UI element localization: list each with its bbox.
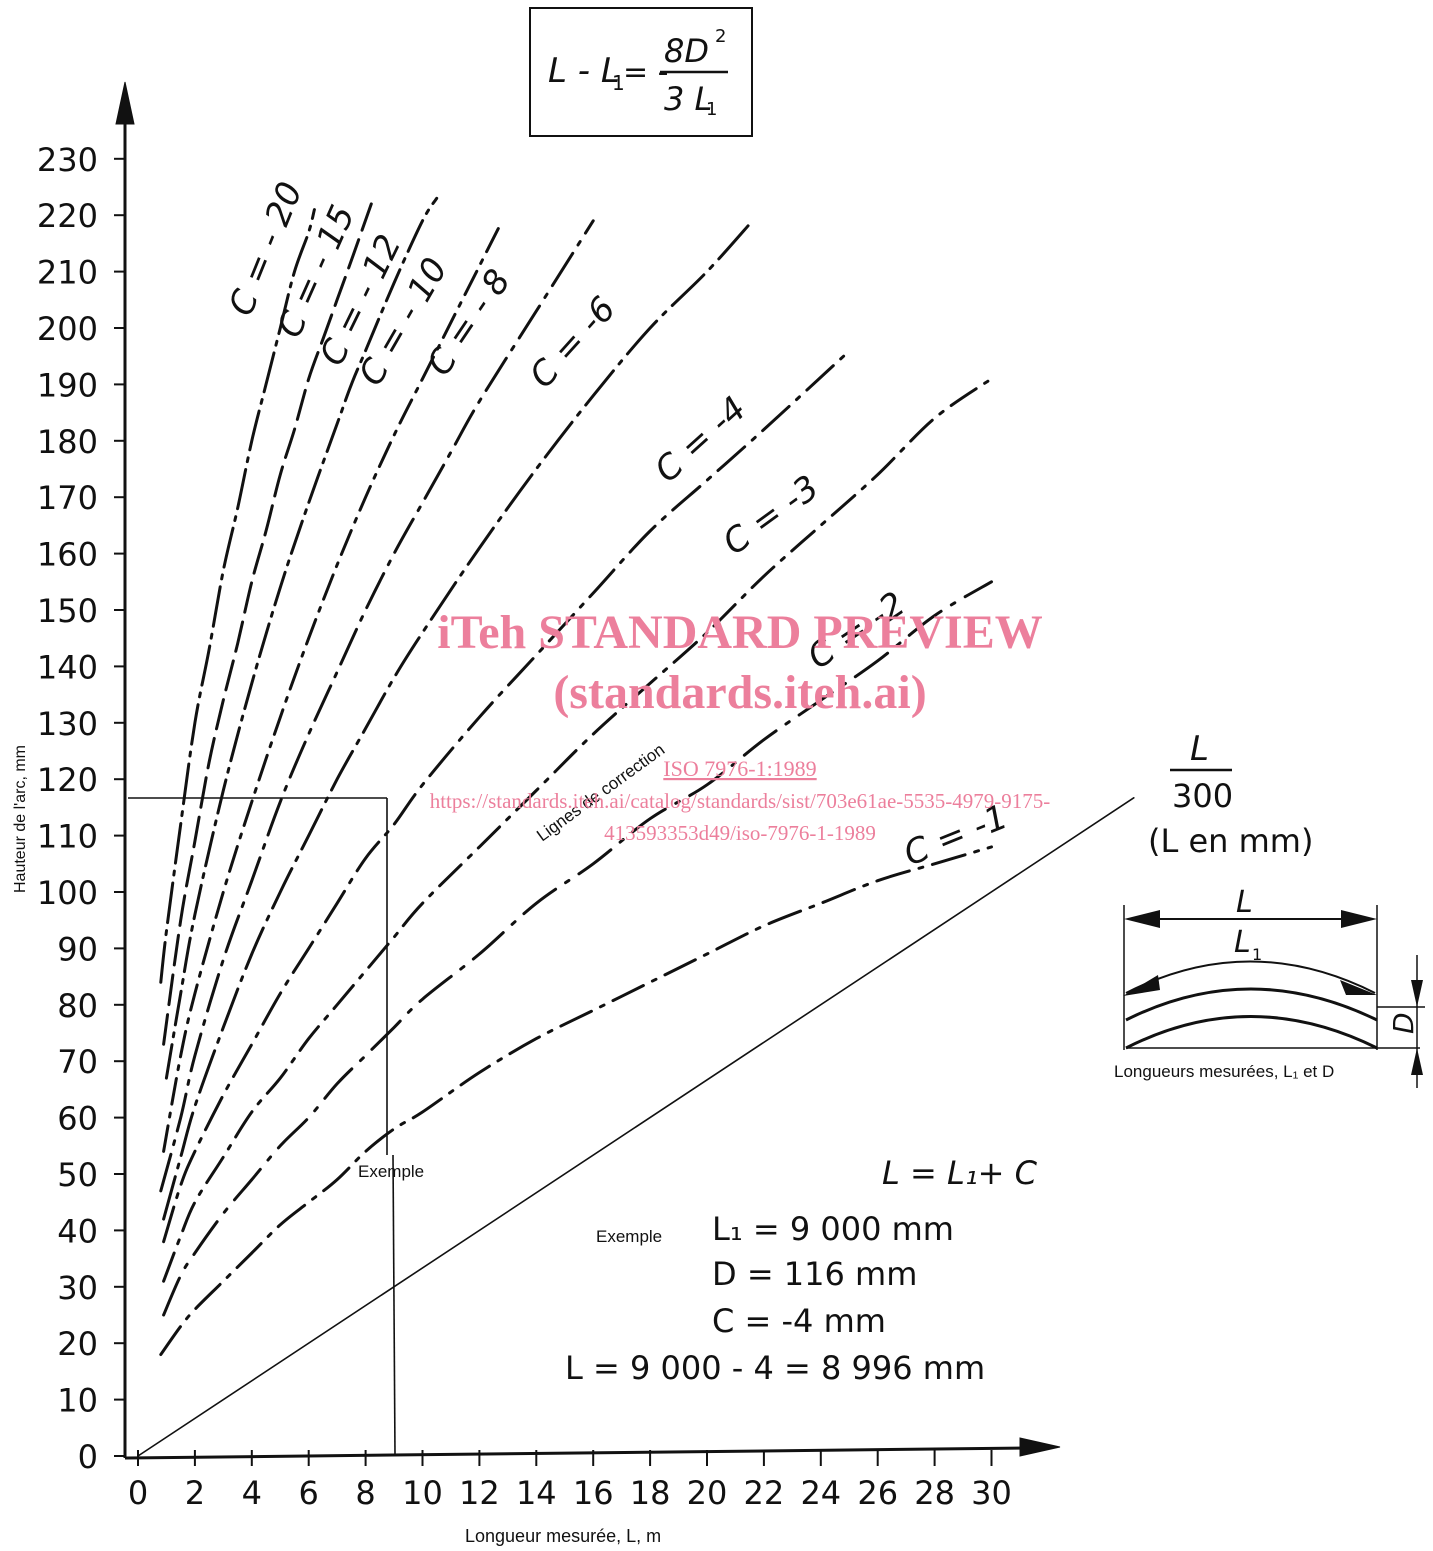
formula-denominator: 3 L [664,80,712,118]
curve-label: C = -6 [522,289,624,396]
x-tick-label: 14 [516,1474,557,1512]
x-tick-label: 20 [687,1474,728,1512]
x-tick-label: 0 [128,1474,148,1512]
y-tick-label: 20 [57,1325,98,1363]
x-tick-label: 30 [971,1474,1012,1512]
x-tick-label: 26 [857,1474,898,1512]
example-formula: L = L₁+ C [882,1154,1038,1192]
inset-label-D: D [1387,1012,1420,1034]
y-tick-label: 190 [37,366,98,404]
x-ticks: 0 2 4 6 8 10 12 14 16 18 20 22 24 26 28 30 [128,1450,1012,1512]
formula-numerator: 8D [664,32,709,70]
example-row-4: L = 9 000 - 4 = 8 996 mm [565,1349,985,1387]
curve-label: C = -4 [647,389,754,491]
y-tick-label: 40 [57,1212,98,1250]
x-tick-label: 24 [800,1474,841,1512]
y-tick-label: 80 [57,987,98,1025]
series-line [164,196,439,1080]
ratio-unit: (L en mm) [1148,822,1313,860]
y-tick-label: 180 [37,423,98,461]
inset-label-L1: L [1234,925,1251,960]
y-tick-label: 200 [37,310,98,348]
y-tick-label: 10 [57,1382,98,1420]
formula-denominator-sub: 1 [706,99,717,120]
series-line [159,208,316,984]
y-tick-label: 170 [37,479,98,517]
y-axis-arrow [115,81,135,125]
series-line-l300 [137,797,1135,1457]
y-tick-label: 230 [37,141,98,179]
y-ticks: 0 10 20 30 40 50 60 70 80 90 100 110 120 130 140 150 160… [37,141,125,1476]
axes [115,81,1061,1460]
example-row-1: L₁ = 9 000 mm [712,1210,954,1248]
y-tick-label: 70 [57,1043,98,1081]
y-tick-label: 130 [37,705,98,743]
x-tick-label: 6 [299,1474,319,1512]
x-tick-label: 8 [355,1474,375,1512]
example-label: Exemple [596,1227,662,1246]
watermark-line-5: 413593353d49/iso-7976-1-1989 [604,821,876,845]
series-line [162,580,993,1317]
watermark: iTeh STANDARD PREVIEW (standards.iteh.ai… [430,606,1051,845]
y-tick-label: 150 [37,592,98,630]
series-line [159,845,993,1356]
y-tick-label: 100 [37,874,98,912]
formula-lhs: L - L [548,51,620,91]
ratio-numerator: L [1190,729,1209,769]
ratio-label: L 300 (L en mm) [1148,729,1313,860]
x-tick-label: 16 [573,1474,614,1512]
formula-numerator-sup: 2 [715,26,726,47]
inset-label-L1-sub: 1 [1252,945,1262,964]
inset-caption: Longueurs mesurées, L₁ et D [1114,1062,1334,1081]
curve-label: C = -3 [716,468,827,564]
watermark-line-3: ISO 7976-1:1989 [663,756,816,781]
inset-outer-arc [1125,987,1378,1022]
example-vertical-lower [392,1154,396,1456]
y-tick-label: 160 [37,536,98,574]
y-tick-label: 140 [37,648,98,686]
x-tick-label: 18 [630,1474,671,1512]
inset-inner-arc [1125,1015,1378,1050]
example-row-3: C = -4 mm [712,1302,886,1340]
y-tick-label: 50 [57,1156,98,1194]
y-tick-label: 30 [57,1269,98,1307]
y-axis-label: Hauteur de l'arc, mm [12,745,29,893]
y-tick-label: 60 [57,1100,98,1138]
ratio-denominator: 300 [1172,777,1233,815]
example-line-label: Exemple [358,1162,424,1181]
formula-box: L - L 1 = - 8D 2 3 L 1 [529,7,753,137]
x-tick-label: 10 [402,1474,443,1512]
series-group [137,196,1135,1457]
series-line [162,377,993,1283]
y-tick-label: 90 [57,930,98,968]
x-axis-label: Longueur mesurée, L, m [465,1526,661,1546]
y-tick-label: 110 [37,818,98,856]
series-line [162,219,754,1221]
y-tick-label: 210 [37,254,98,292]
watermark-line-4: https://standards.iteh.ai/catalog/standa… [430,789,1051,813]
series-line [162,202,373,1046]
watermark-line-2: (standards.iteh.ai) [553,666,926,719]
inset-label-L: L [1236,885,1253,920]
x-axis-arrow [1019,1437,1061,1457]
y-tick-label: 0 [78,1438,98,1476]
x-tick-label: 4 [242,1474,262,1512]
inset-diagram [1123,905,1425,1088]
x-tick-label: 12 [459,1474,500,1512]
series-line [162,219,504,1153]
formula-lhs-sub: 1 [612,71,625,95]
series-line [162,354,846,1244]
example-lines [128,797,396,1456]
x-tick-label: 2 [185,1474,205,1512]
y-tick-label: 220 [37,197,98,235]
example-row-2: D = 116 mm [712,1255,917,1293]
x-tick-label: 28 [914,1474,955,1512]
series-line [159,219,595,1193]
y-tick-label: 120 [37,761,98,799]
x-axis-line [124,1446,1031,1460]
x-tick-label: 22 [744,1474,785,1512]
example-note: L = L₁+ C Exemple L₁ = 9 000 mm D = 116 … [565,1154,1038,1387]
watermark-line-1: iTeh STANDARD PREVIEW [437,606,1042,659]
